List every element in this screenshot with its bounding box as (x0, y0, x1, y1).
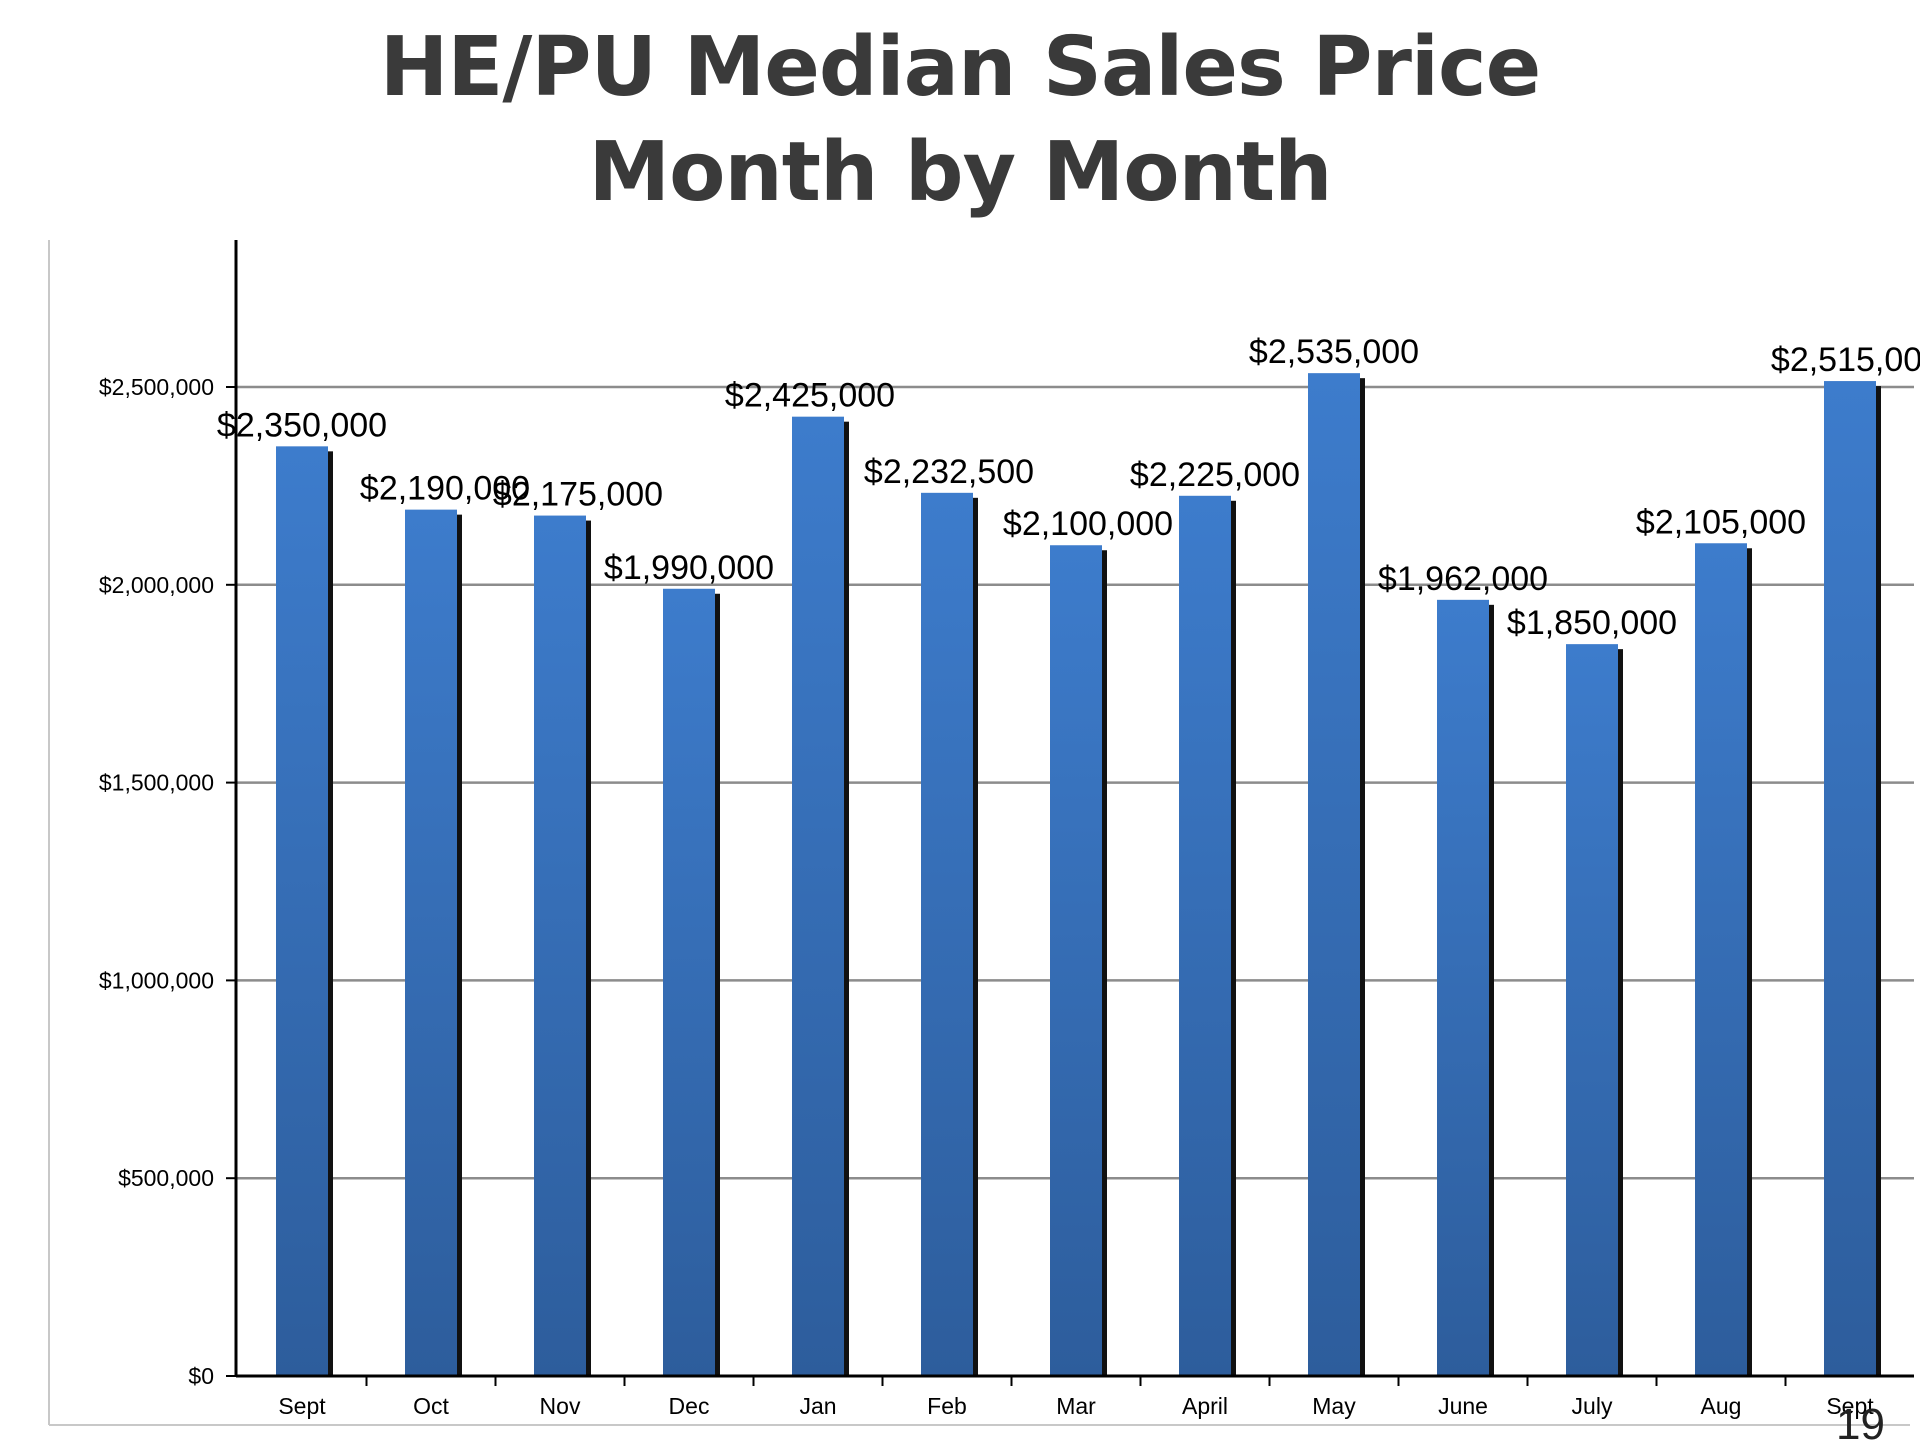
bar (1437, 599, 1489, 1376)
y-tick-label: $2,500,000 (99, 374, 214, 400)
x-tick-label: Aug (1701, 1393, 1742, 1419)
data-label: $2,425,000 (725, 377, 895, 415)
data-label: $2,232,500 (864, 453, 1034, 491)
x-tick-label: Sept (278, 1393, 326, 1419)
data-label: $1,962,000 (1378, 560, 1548, 598)
data-label: $2,535,000 (1249, 333, 1419, 371)
y-tick-label: $500,000 (118, 1165, 214, 1191)
bar (1695, 543, 1747, 1376)
x-tick-label: Mar (1056, 1393, 1096, 1419)
bar (921, 492, 973, 1376)
data-label: $1,850,000 (1507, 604, 1677, 642)
x-tick-label: May (1312, 1393, 1356, 1419)
y-tick-label: $0 (188, 1363, 214, 1389)
bar (663, 588, 715, 1376)
x-tick-label: Jan (799, 1393, 836, 1419)
bar (1566, 644, 1618, 1376)
data-label: $2,515,000 (1771, 341, 1920, 379)
x-tick-label: Feb (927, 1393, 967, 1419)
x-tick-label: Dec (669, 1393, 710, 1419)
data-label: $2,225,000 (1130, 456, 1300, 494)
bar (1179, 495, 1231, 1376)
x-tick-label: Nov (540, 1393, 581, 1419)
data-label: $2,100,000 (1003, 505, 1173, 543)
bar (1824, 381, 1876, 1376)
data-label: $2,105,000 (1636, 503, 1806, 541)
bar (792, 416, 844, 1376)
page-number: 19 (1836, 1400, 1885, 1449)
bar (405, 509, 457, 1376)
x-tick-label: Sept (1826, 1393, 1874, 1419)
data-label: $1,990,000 (604, 549, 774, 587)
y-tick-label: $1,000,000 (99, 967, 214, 993)
chart-title-line1: HE/PU Median Sales Price (379, 20, 1541, 115)
bar (534, 515, 586, 1376)
bar (276, 446, 328, 1377)
x-tick-label: Oct (413, 1393, 449, 1419)
data-label: $2,350,000 (217, 406, 387, 444)
bar (1050, 545, 1102, 1376)
data-label: $2,190,000 (360, 470, 530, 508)
bar (1308, 373, 1360, 1376)
x-tick-label: July (1572, 1393, 1613, 1419)
x-tick-label: April (1182, 1393, 1228, 1419)
y-tick-label: $2,000,000 (99, 572, 214, 598)
data-label: $2,175,000 (493, 476, 663, 514)
y-tick-label: $1,500,000 (99, 770, 214, 796)
x-tick-label: June (1438, 1393, 1488, 1419)
chart-title-line2: Month by Month (588, 125, 1332, 220)
